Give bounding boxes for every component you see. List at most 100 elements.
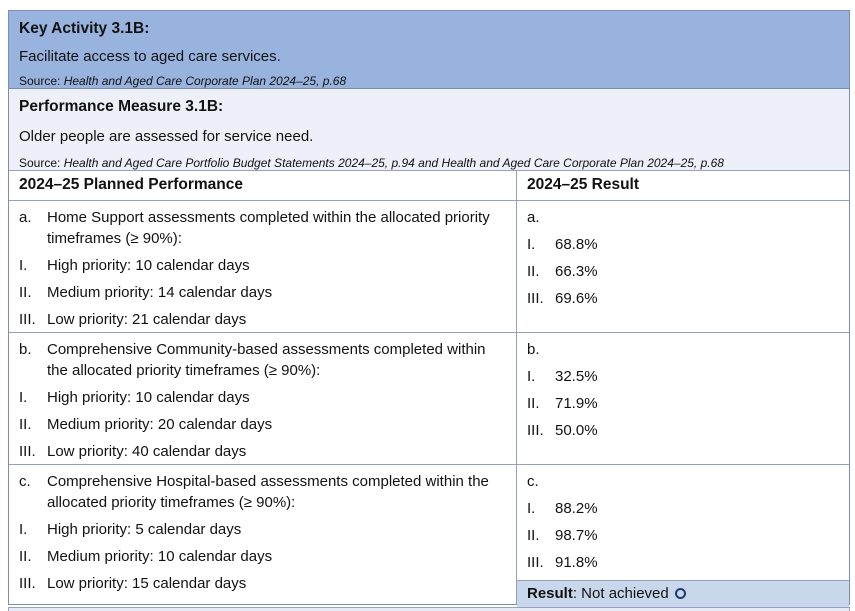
- measure-intro: a. Home Support assessments completed wi…: [19, 207, 506, 249]
- item-label: I.: [527, 368, 536, 385]
- result-item: b.: [527, 339, 839, 360]
- result-item: II. 71.9%: [527, 393, 839, 414]
- item-label: I.: [19, 521, 28, 538]
- source-citation: Health and Aged Care Portfolio Budget St…: [63, 156, 724, 170]
- item-label: II.: [527, 527, 540, 544]
- item-label: III.: [527, 422, 544, 439]
- key-activity-description: Facilitate access to aged care services.: [19, 48, 281, 65]
- item-label: III.: [19, 311, 36, 328]
- list-item: III. Low priority: 40 calendar days: [19, 441, 506, 462]
- performance-measure-description: Older people are assessed for service ne…: [19, 128, 314, 145]
- result-status-bar: Result: Not achieved: [517, 580, 849, 607]
- item-label: III.: [527, 554, 544, 571]
- key-activity-title: Key Activity 3.1B:: [19, 20, 150, 37]
- performance-table: Key Activity 3.1B: Facilitate access to …: [8, 10, 850, 607]
- item-label: I.: [527, 236, 536, 253]
- item-text: High priority: 5 calendar days: [47, 521, 242, 538]
- item-label: III.: [19, 443, 36, 460]
- item-text: Comprehensive Community-based assessment…: [47, 341, 486, 379]
- item-text: Medium priority: 10 calendar days: [47, 548, 273, 565]
- item-text: High priority: 10 calendar days: [47, 257, 250, 274]
- item-label: I.: [19, 389, 28, 406]
- result-item: III. 69.6%: [527, 288, 839, 309]
- item-text: Comprehensive Hospital-based assessments…: [47, 473, 489, 511]
- result-cell-c: c. I. 88.2% II. 98.7% III. 91.8%: [517, 465, 849, 607]
- planned-performance-header: 2024–25 Planned Performance: [9, 171, 517, 200]
- item-label: a.: [527, 209, 540, 226]
- item-label: II.: [19, 416, 32, 433]
- item-label: c.: [527, 473, 539, 490]
- performance-measure-title: Performance Measure 3.1B:: [19, 98, 224, 115]
- result-item: c.: [527, 471, 839, 492]
- list-item: I. High priority: 5 calendar days: [19, 519, 506, 540]
- result-value: 91.8%: [555, 554, 598, 571]
- source-prefix: Source:: [19, 156, 64, 170]
- table-row: b. Comprehensive Community-based assessm…: [9, 333, 849, 465]
- result-item: I. 32.5%: [527, 366, 839, 387]
- result-value: 69.6%: [555, 290, 598, 307]
- item-text: Low priority: 15 calendar days: [47, 575, 247, 592]
- item-label: I.: [19, 257, 28, 274]
- planned-cell-a: a. Home Support assessments completed wi…: [9, 201, 517, 332]
- item-label: III.: [19, 575, 36, 592]
- item-label: II.: [19, 284, 32, 301]
- source-prefix: Source:: [19, 74, 64, 88]
- item-label: b.: [527, 341, 540, 358]
- item-label: II.: [19, 548, 32, 565]
- next-section-partial: [8, 607, 850, 611]
- result-value: 88.2%: [555, 500, 598, 517]
- item-text: Low priority: 40 calendar days: [47, 443, 247, 460]
- table-row: a. Home Support assessments completed wi…: [9, 201, 849, 333]
- key-activity-section: Key Activity 3.1B: Facilitate access to …: [9, 11, 849, 89]
- list-item: II. Medium priority: 20 calendar days: [19, 414, 506, 435]
- result-value: 71.9%: [555, 395, 598, 412]
- list-item: III. Low priority: 15 calendar days: [19, 573, 506, 594]
- result-item: III. 91.8%: [527, 552, 839, 573]
- measure-intro: c. Comprehensive Hospital-based assessme…: [19, 471, 506, 513]
- item-label: II.: [527, 395, 540, 412]
- list-item: II. Medium priority: 10 calendar days: [19, 546, 506, 567]
- planned-cell-b: b. Comprehensive Community-based assessm…: [9, 333, 517, 464]
- result-item: III. 50.0%: [527, 420, 839, 441]
- not-achieved-circle-icon: [674, 588, 686, 599]
- result-item: I. 88.2%: [527, 498, 839, 519]
- performance-measure-section: Performance Measure 3.1B: Older people a…: [9, 89, 849, 171]
- result-cell-a: a. I. 68.8% II. 66.3% III. 69.6%: [517, 201, 849, 332]
- result-value: 50.0%: [555, 422, 598, 439]
- source-citation: Health and Aged Care Corporate Plan 2024…: [63, 74, 347, 88]
- list-item: II. Medium priority: 14 calendar days: [19, 282, 506, 303]
- performance-measure-source: Source: Health and Aged Care Portfolio B…: [19, 156, 839, 170]
- item-label: I.: [527, 500, 536, 517]
- list-item: I. High priority: 10 calendar days: [19, 387, 506, 408]
- list-item: I. High priority: 10 calendar days: [19, 255, 506, 276]
- item-label: b.: [19, 341, 32, 358]
- table-header-row: 2024–25 Planned Performance 2024–25 Resu…: [9, 171, 849, 201]
- result-item: a.: [527, 207, 839, 228]
- item-text: High priority: 10 calendar days: [47, 389, 250, 406]
- result-item: I. 68.8%: [527, 234, 839, 255]
- item-text: Low priority: 21 calendar days: [47, 311, 247, 328]
- item-label: c.: [19, 473, 31, 490]
- item-label: a.: [19, 209, 32, 226]
- report-page: Key Activity 3.1B: Facilitate access to …: [8, 10, 850, 611]
- key-activity-source: Source: Health and Aged Care Corporate P…: [19, 74, 839, 88]
- item-text: Medium priority: 20 calendar days: [47, 416, 273, 433]
- planned-cell-c: c. Comprehensive Hospital-based assessme…: [9, 465, 517, 604]
- result-value: 68.8%: [555, 236, 598, 253]
- result-status-text: : Not achieved: [572, 585, 669, 602]
- item-text: Home Support assessments completed withi…: [47, 209, 490, 247]
- result-status-label: Result: [527, 585, 573, 602]
- list-item: III. Low priority: 21 calendar days: [19, 309, 506, 330]
- result-value: 32.5%: [555, 368, 598, 385]
- table-row: c. Comprehensive Hospital-based assessme…: [9, 465, 849, 607]
- result-cell-b: b. I. 32.5% II. 71.9% III. 50.0%: [517, 333, 849, 464]
- item-text: Medium priority: 14 calendar days: [47, 284, 273, 301]
- result-value: 98.7%: [555, 527, 598, 544]
- item-label: II.: [527, 263, 540, 280]
- result-header: 2024–25 Result: [527, 176, 640, 193]
- result-value: 66.3%: [555, 263, 598, 280]
- item-label: III.: [527, 290, 544, 307]
- result-item: II. 66.3%: [527, 261, 839, 282]
- result-item: II. 98.7%: [527, 525, 839, 546]
- measure-intro: b. Comprehensive Community-based assessm…: [19, 339, 506, 381]
